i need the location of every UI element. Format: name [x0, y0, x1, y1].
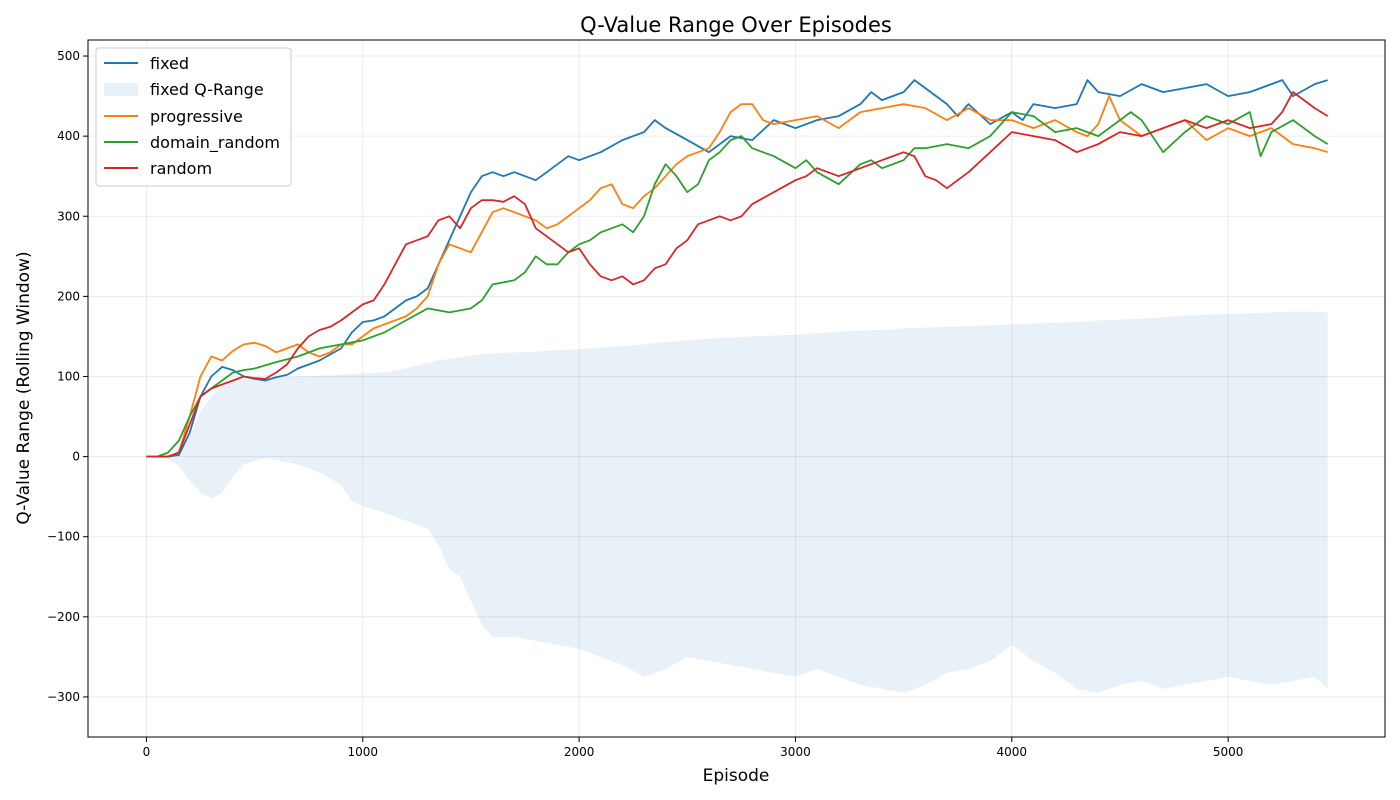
x-tick-label: 2000 [564, 745, 595, 759]
x-tick-label: 5000 [1213, 745, 1244, 759]
legend-swatch-fixed-q-range [104, 83, 138, 96]
q-range-band-layer [146, 311, 1328, 693]
y-tick-label: −200 [47, 610, 80, 624]
y-axis-ticks: −300 −200 −100 0 100 200 300 400 500 [47, 49, 88, 704]
y-tick-label: −300 [47, 690, 80, 704]
y-axis-label: Q-Value Range (Rolling Window) [14, 251, 34, 524]
legend-label-fixed-q-range: fixed Q-Range [150, 80, 264, 99]
legend-box [95, 47, 292, 187]
x-axis-label: Episode [703, 766, 770, 786]
x-tick-label: 1000 [347, 745, 378, 759]
legend-label-random: random [150, 159, 212, 178]
x-tick-label: 3000 [780, 745, 811, 759]
x-tick-label: 4000 [997, 745, 1028, 759]
series-line-domain-random [146, 111, 1329, 458]
y-tick-label: 400 [57, 129, 80, 143]
grid-lines [88, 40, 1385, 737]
y-tick-label: 500 [57, 49, 80, 63]
y-tick-label: 0 [72, 450, 80, 464]
plot-area-frame [87, 39, 1386, 738]
series-line-random [146, 91, 1329, 458]
x-tick-label: 0 [143, 745, 151, 759]
chart-title: Q-Value Range Over Episodes [580, 13, 892, 37]
y-tick-label: 200 [57, 289, 80, 303]
legend-label-progressive: progressive [150, 107, 243, 126]
band-fixed-q-range [146, 311, 1328, 693]
legend-label-fixed: fixed [150, 54, 189, 73]
series-line-fixed [146, 79, 1328, 458]
y-tick-label: 100 [57, 369, 80, 383]
legend: fixed fixed Q-Range progressive domain_r… [95, 47, 292, 187]
y-tick-label: 300 [57, 209, 80, 223]
series-line-progressive [146, 95, 1328, 458]
x-axis-ticks: 0 1000 2000 3000 4000 5000 [143, 737, 1244, 759]
legend-label-domain-random: domain_random [150, 133, 280, 153]
series-layer [146, 79, 1329, 458]
y-tick-label: −100 [47, 530, 80, 544]
